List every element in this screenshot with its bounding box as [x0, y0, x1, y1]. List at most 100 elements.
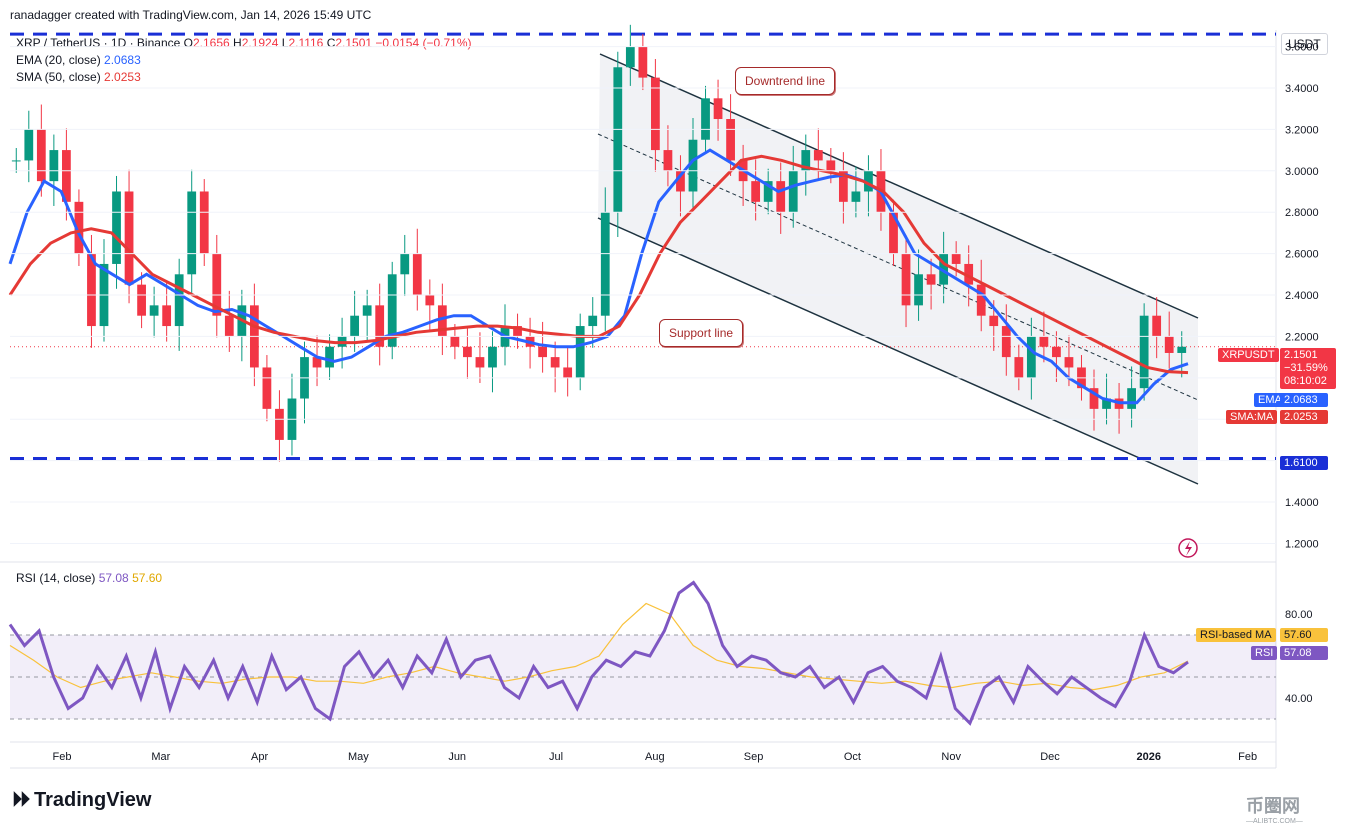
legend-ema-row[interactable]: EMA (20, close) 2.0683 [16, 52, 472, 69]
candle-body-38 [488, 346, 497, 368]
legend-sma-row[interactable]: SMA (50, close) 2.0253 [16, 69, 472, 86]
candle-body-43 [550, 357, 560, 368]
channel-fill [598, 54, 1198, 484]
time-tick-label-6: Aug [645, 751, 665, 763]
candle-body-45 [575, 326, 585, 378]
candle-body-71 [901, 253, 911, 306]
price-tick-label-8: 2.8000 [1285, 207, 1319, 219]
candle-body-50 [638, 46, 648, 78]
candle-body-77 [976, 284, 986, 316]
time-tick-label-3: May [348, 751, 369, 763]
candle-body-93 [1177, 346, 1187, 353]
site-watermark: 币圈网 —ALIBTC.COM— [1246, 792, 1303, 825]
candle-body-75 [951, 253, 961, 264]
candle-body-47 [600, 212, 610, 316]
candle-body-59 [751, 181, 761, 202]
candle-body-32 [412, 253, 422, 295]
symbol-tag: XRPUSDT [1218, 348, 1279, 362]
candle-body-70 [889, 212, 898, 254]
time-tick-label-0: Feb [53, 751, 72, 763]
candle-body-72 [914, 274, 923, 306]
rsi-ma-tag-name: RSI-based MA [1196, 628, 1276, 642]
candle-body-31 [400, 253, 410, 275]
candle-body-91 [1152, 315, 1162, 337]
candle-body-4 [62, 150, 71, 202]
rsi-series-group [8, 580, 1276, 726]
candle-body-14 [187, 191, 197, 275]
high-label: H [233, 36, 242, 50]
candle-body-79 [1001, 326, 1011, 358]
candle-body-48 [613, 67, 623, 213]
alert-flash-icon[interactable] [1178, 538, 1198, 558]
rsi-tag-value: 57.08 [1280, 646, 1328, 660]
low-label: L [281, 36, 289, 50]
candle-body-64 [813, 150, 823, 161]
candle-body-44 [563, 367, 573, 378]
rsi-ma-legend-value: 57.60 [132, 571, 163, 585]
callout-downtrend: Downtrend line [735, 67, 836, 95]
support-line[interactable] [597, 217, 1199, 485]
watermark-sub: —ALIBTC.COM— [1246, 818, 1303, 825]
ema-label: EMA (20, close) [16, 53, 101, 67]
channel-median-line[interactable] [597, 133, 1199, 401]
rsi-tick-label-0: 40.00 [1285, 693, 1313, 705]
price-tick-label-5: 2.2000 [1285, 331, 1319, 343]
price-tick-label-0: 1.2000 [1285, 538, 1319, 550]
candle-body-56 [713, 98, 723, 120]
candle-body-46 [588, 315, 598, 327]
candle-body-36 [463, 346, 472, 358]
candle-body-21 [275, 408, 284, 440]
time-tick-label-7: Sep [744, 751, 764, 763]
time-tick-label-10: Dec [1040, 751, 1060, 763]
candle-body-66 [838, 170, 848, 202]
open-label: O [183, 36, 193, 50]
candle-body-9 [124, 191, 134, 285]
candle-body-53 [676, 170, 685, 192]
sma-tag-value: 2.0253 [1280, 410, 1328, 424]
watermark-text: 币圈网 [1246, 796, 1300, 816]
price-tick-label-10: 3.2000 [1285, 124, 1319, 136]
candle-body-28 [362, 305, 372, 316]
candle-body-54 [688, 139, 698, 192]
candle-body-55 [701, 98, 710, 140]
candle-body-83 [1052, 346, 1061, 358]
time-tick-label-12: Feb [1238, 751, 1257, 763]
time-tick-label-1: Mar [151, 751, 170, 763]
price-tick-label-11: 3.4000 [1285, 83, 1319, 95]
candle-body-57 [726, 119, 735, 161]
candle-body-5 [74, 201, 84, 254]
currency-button[interactable]: USDT [1281, 33, 1328, 55]
candle-body-63 [801, 150, 811, 171]
tradingview-logo[interactable]: ⏵⏵ TradingView [12, 789, 151, 812]
candle-body-82 [1039, 336, 1049, 347]
time-tick-label-11: 2026 [1137, 751, 1161, 763]
price-tick-label-12: 3.6000 [1285, 42, 1319, 54]
price-tick-label-6: 2.4000 [1285, 290, 1319, 302]
rsi-tick-label-2: 80.00 [1285, 609, 1313, 621]
price-tick-label-7: 2.6000 [1285, 249, 1319, 261]
candle-body-12 [162, 305, 172, 327]
price-tag: 2.1501 −31.59% 08:10:02 [1280, 348, 1336, 389]
candle-body-27 [350, 315, 360, 337]
downtrend-line[interactable] [599, 53, 1199, 319]
candle-body-1 [24, 129, 34, 161]
ema-line [8, 148, 1189, 405]
rsi-legend[interactable]: RSI (14, close) 57.08 57.60 [16, 571, 162, 585]
candle-body-90 [1139, 315, 1149, 389]
candle-body-20 [262, 367, 272, 409]
sma-label: SMA (50, close) [16, 70, 101, 84]
candle-body-60 [763, 181, 773, 202]
candle-body-2 [36, 129, 46, 182]
price-tag-value: 2.1501 [1284, 349, 1318, 361]
candle-body-89 [1127, 388, 1136, 409]
candle-body-0 [11, 160, 21, 162]
rsi-tag-name: RSI [1251, 646, 1278, 660]
time-tick-label-5: Jul [549, 751, 563, 763]
rsi-legend-label: RSI (14, close) [16, 571, 96, 585]
ema-tag-name: EMA [1254, 393, 1286, 407]
candle-body-92 [1164, 336, 1174, 353]
candle-body-34 [437, 305, 447, 337]
candle-body-24 [312, 357, 322, 368]
candle-body-40 [513, 326, 522, 337]
